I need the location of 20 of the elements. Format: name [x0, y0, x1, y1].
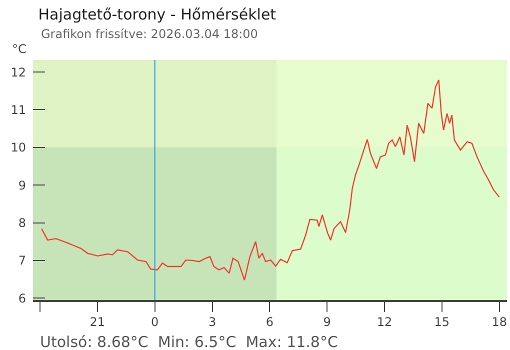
x-tick-label: 0: [151, 315, 159, 330]
y-axis-title: °C: [12, 42, 26, 56]
x-tick-label: 9: [323, 315, 331, 330]
chart-title: Hajagtető-torony - Hőmérséklet: [38, 5, 276, 24]
y-tick-label: 8: [18, 216, 26, 230]
y-tick-label: 10: [10, 140, 26, 155]
x-tick-label: 6: [266, 315, 274, 330]
x-tick-label: 15: [434, 315, 450, 330]
x-tick-label: 18: [492, 315, 507, 330]
x-tick-label: 3: [208, 315, 216, 330]
y-tick-label: 11: [10, 102, 26, 117]
line-series: [41, 79, 500, 281]
x-tick-label: 12: [376, 315, 392, 330]
y-tick-label: 7: [18, 254, 26, 268]
chart-subtitle: Grafikon frissítve: 2026.03.04 18:00: [41, 27, 258, 41]
x-tick-label: 21: [90, 315, 106, 330]
text: Utolsó: 8.68°C Min: 6.5°C Max: 11.8°C: [40, 333, 338, 350]
y-tick-label: 6: [18, 291, 26, 306]
y-tick-label: 12: [10, 65, 26, 80]
y-tick-label: 9: [18, 178, 26, 192]
